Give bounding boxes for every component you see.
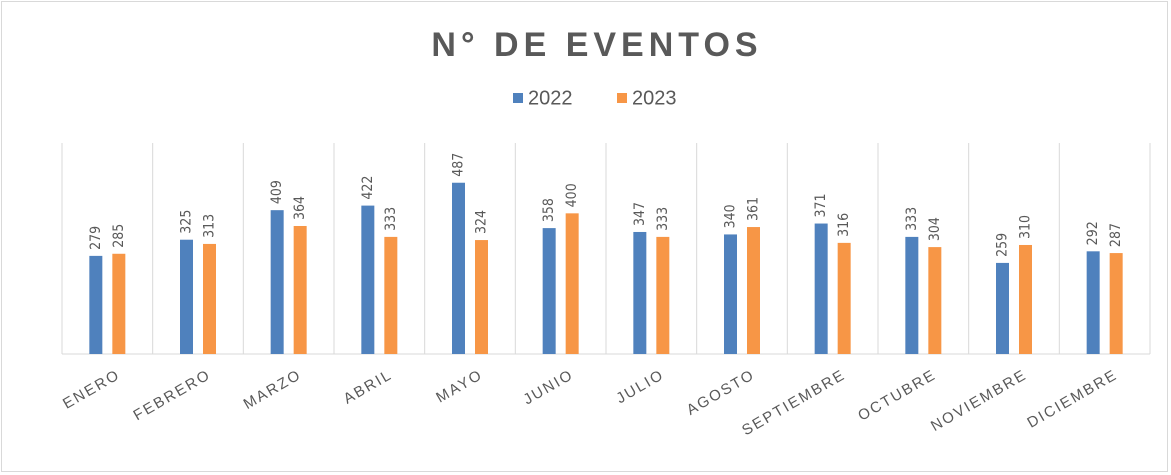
bar [905,236,919,354]
bar [996,262,1009,354]
bar [452,182,465,354]
bar [384,236,398,354]
bar [180,239,193,354]
bar [203,243,216,354]
bar [656,236,670,354]
data-label: 259 [995,233,1011,257]
data-label: 347 [632,202,648,226]
data-label: 285 [111,224,127,248]
legend-swatch [513,93,523,103]
data-label: 487 [451,153,467,177]
data-label: 316 [836,213,852,237]
bar [928,247,942,354]
data-label: 371 [813,193,829,217]
data-label: 358 [541,198,557,222]
bar [814,223,828,354]
data-label: 325 [179,210,195,234]
data-label: 324 [474,210,490,234]
legend-label: 2022 [528,87,573,109]
data-label: 310 [1018,215,1034,239]
data-label: 279 [88,226,104,250]
bar [475,240,488,354]
data-label: 364 [292,196,308,220]
chart-title: N° DE EVENTOS [431,26,762,64]
data-label: 422 [360,176,376,200]
bar [1086,251,1100,354]
legend-label: 2023 [632,87,677,109]
legend-swatch [617,93,627,103]
bar [542,228,556,354]
data-label: 333 [655,207,671,231]
data-label: 409 [269,180,285,204]
data-label: 292 [1085,221,1101,245]
bar [89,255,103,354]
bar [361,205,375,354]
data-label: 361 [746,197,762,221]
bar [1019,244,1032,354]
bar [633,231,647,354]
data-label: 333 [383,207,399,231]
data-label: 333 [904,207,920,231]
data-label: 400 [564,183,580,207]
bar [1109,253,1123,354]
bar [747,227,760,354]
bar [724,234,737,354]
bar [565,213,579,354]
data-label: 313 [202,214,218,238]
bar [270,210,284,354]
data-label: 340 [723,204,739,228]
data-label: 304 [927,217,943,241]
bar [112,253,126,354]
bar [293,225,307,354]
bar [837,242,851,354]
data-label: 287 [1108,223,1124,247]
